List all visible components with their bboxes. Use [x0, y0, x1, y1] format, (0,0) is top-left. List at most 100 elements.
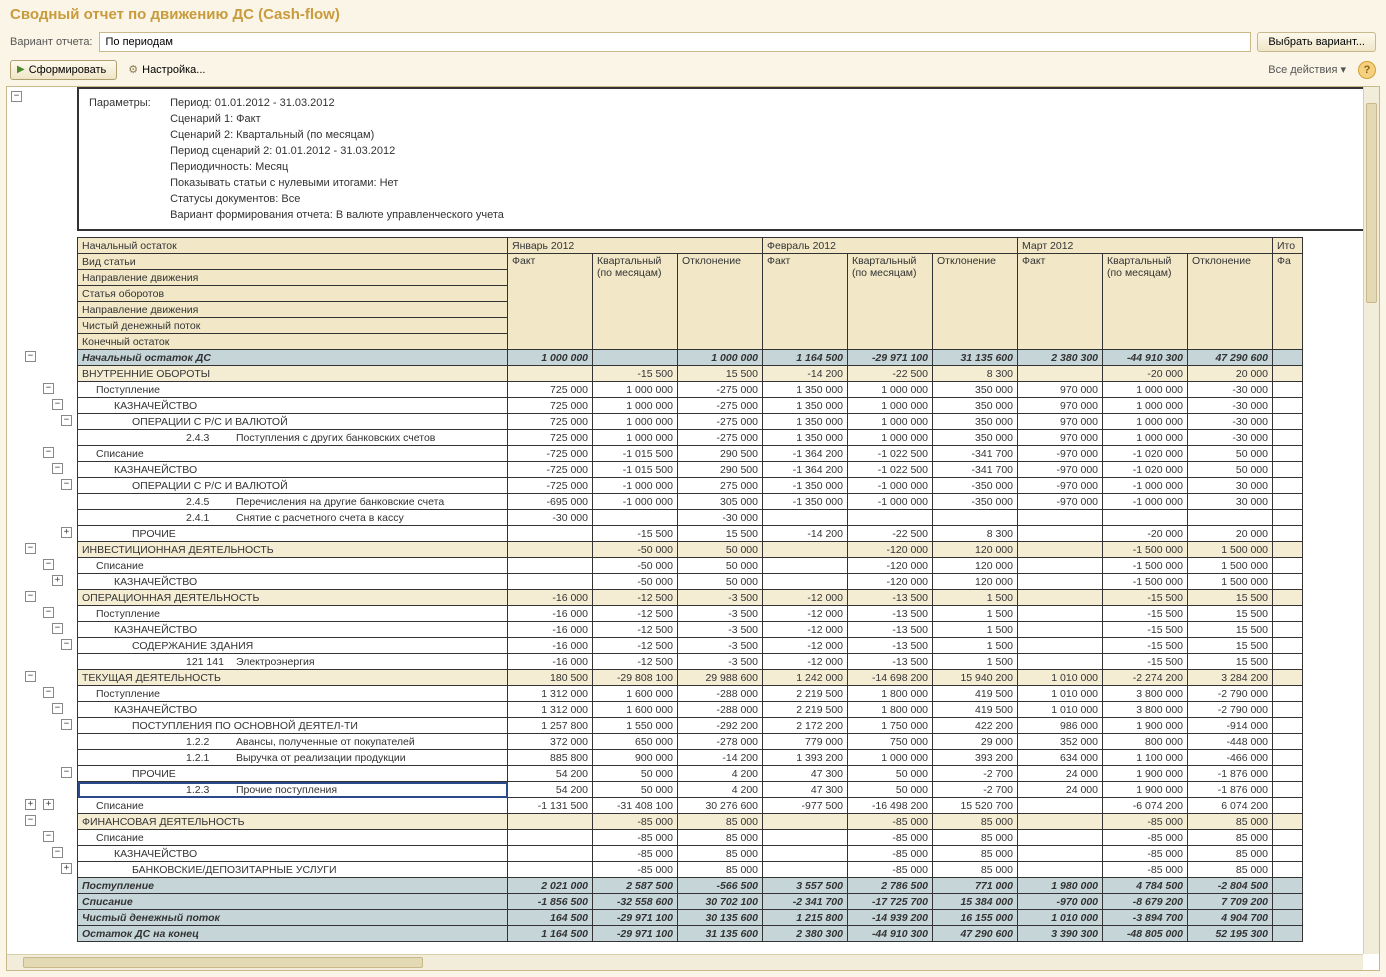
- tree-toggle[interactable]: −: [25, 543, 36, 554]
- cell: [1273, 446, 1303, 462]
- cell: 15 500: [1188, 638, 1273, 654]
- cell: 1 600 000: [593, 686, 678, 702]
- tree-toggle[interactable]: +: [43, 799, 54, 810]
- row-label: Списание: [78, 446, 508, 462]
- cell: 1 600 000: [593, 702, 678, 718]
- settings-button[interactable]: ⚙ Настройка...: [123, 59, 214, 80]
- cell: 4 200: [678, 766, 763, 782]
- horizontal-scrollbar[interactable]: [7, 954, 1363, 970]
- cell: 31 135 600: [678, 926, 763, 942]
- cell: -3 500: [678, 590, 763, 606]
- subcol-header: Квартальный(по месяцам): [1103, 254, 1188, 350]
- tree-toggle[interactable]: −: [43, 447, 54, 458]
- cell: [1273, 910, 1303, 926]
- subcol-header: Факт: [763, 254, 848, 350]
- tree-toggle[interactable]: −: [43, 831, 54, 842]
- all-actions-menu[interactable]: Все действия ▾: [1262, 60, 1352, 79]
- cell: -1 000 000: [848, 494, 933, 510]
- cell: 8 300: [933, 366, 1018, 382]
- scrollbar-thumb[interactable]: [23, 957, 423, 968]
- cell: -12 500: [593, 622, 678, 638]
- cell: [593, 510, 678, 526]
- tree-toggle[interactable]: −: [61, 719, 72, 730]
- cell: 970 000: [1018, 414, 1103, 430]
- tree-toggle[interactable]: +: [61, 527, 72, 538]
- cell: -695 000: [508, 494, 593, 510]
- cell: [1103, 510, 1188, 526]
- tree-toggle[interactable]: −: [52, 847, 63, 858]
- table-row: Поступление2 021 0002 587 500-566 5003 5…: [78, 878, 1303, 894]
- tree-toggle[interactable]: −: [43, 607, 54, 618]
- cell: [1273, 782, 1303, 798]
- table-row: Остаток ДС на конец1 164 500-29 971 1003…: [78, 926, 1303, 942]
- cell: 1 164 500: [763, 350, 848, 366]
- cell: 85 000: [1188, 862, 1273, 878]
- cell: 15 500: [1188, 622, 1273, 638]
- cell: 8 300: [933, 526, 1018, 542]
- subcol-header: Отклонение: [678, 254, 763, 350]
- tree-toggle[interactable]: −: [61, 479, 72, 490]
- cell: 305 000: [678, 494, 763, 510]
- table-row: БАНКОВСКИЕ/ДЕПОЗИТАРНЫЕ УСЛУГИ-85 00085 …: [78, 862, 1303, 878]
- row-label: 121 141Электроэнергия: [78, 654, 508, 670]
- cell: 1 010 000: [1018, 670, 1103, 686]
- generate-button[interactable]: ▶ Сформировать: [10, 60, 117, 80]
- report-area: − −−−−−−−+−−+−−−−−−−−−++−−−+ Параметры: …: [6, 86, 1380, 971]
- cell: -48 805 000: [1103, 926, 1188, 942]
- cell: 31 135 600: [933, 350, 1018, 366]
- tree-toggle[interactable]: −: [52, 399, 63, 410]
- cell: -12 000: [763, 590, 848, 606]
- tree-toggle[interactable]: −: [25, 815, 36, 826]
- cell: [1018, 510, 1103, 526]
- help-button[interactable]: ?: [1358, 61, 1376, 79]
- tree-toggle[interactable]: −: [11, 91, 22, 102]
- tree-toggle[interactable]: −: [61, 639, 72, 650]
- cell: 47 300: [763, 782, 848, 798]
- cell: 650 000: [593, 734, 678, 750]
- tree-toggle[interactable]: −: [52, 463, 63, 474]
- tree-toggle[interactable]: −: [25, 591, 36, 602]
- tree-toggle[interactable]: +: [25, 799, 36, 810]
- cell: 350 000: [933, 430, 1018, 446]
- cell: 1 350 000: [763, 382, 848, 398]
- cell: 29 988 600: [678, 670, 763, 686]
- tree-toggle[interactable]: −: [25, 671, 36, 682]
- choose-variant-button[interactable]: Выбрать вариант...: [1257, 32, 1376, 52]
- cell: -29 808 100: [593, 670, 678, 686]
- cell: -85 000: [1103, 846, 1188, 862]
- cell: [508, 542, 593, 558]
- cell: -288 000: [678, 686, 763, 702]
- tree-toggle[interactable]: +: [52, 575, 63, 586]
- cell: -85 000: [593, 830, 678, 846]
- tree-toggle[interactable]: −: [61, 767, 72, 778]
- cell: 1 750 000: [848, 718, 933, 734]
- tree-toggle[interactable]: −: [25, 351, 36, 362]
- cell: 1 010 000: [1018, 910, 1103, 926]
- cell: -288 000: [678, 702, 763, 718]
- tree-toggle[interactable]: −: [52, 623, 63, 634]
- table-row: ТЕКУЩАЯ ДЕЯТЕЛЬНОСТЬ180 500-29 808 10029…: [78, 670, 1303, 686]
- variant-input[interactable]: [99, 32, 1252, 52]
- header-cell: Ито: [1273, 238, 1303, 254]
- cell: [1273, 766, 1303, 782]
- cell: 1 215 800: [763, 910, 848, 926]
- cell: 634 000: [1018, 750, 1103, 766]
- tree-toggle[interactable]: −: [43, 687, 54, 698]
- scrollbar-thumb[interactable]: [1366, 103, 1377, 303]
- cell: 1 350 000: [763, 430, 848, 446]
- tree-toggle[interactable]: +: [61, 863, 72, 874]
- tree-toggle[interactable]: −: [43, 383, 54, 394]
- vertical-scrollbar[interactable]: [1363, 87, 1379, 954]
- cell: -1 000 000: [593, 494, 678, 510]
- table-row: КАЗНАЧЕЙСТВО-16 000-12 500-3 500-12 000-…: [78, 622, 1303, 638]
- cell: 85 000: [678, 814, 763, 830]
- cell: -32 558 600: [593, 894, 678, 910]
- cell: [763, 830, 848, 846]
- play-icon: ▶: [17, 64, 25, 75]
- cell: 1 000 000: [678, 350, 763, 366]
- cell: 1 000 000: [508, 350, 593, 366]
- cell: -29 971 100: [593, 926, 678, 942]
- tree-toggle[interactable]: −: [43, 559, 54, 570]
- tree-toggle[interactable]: −: [52, 703, 63, 714]
- tree-toggle[interactable]: −: [61, 415, 72, 426]
